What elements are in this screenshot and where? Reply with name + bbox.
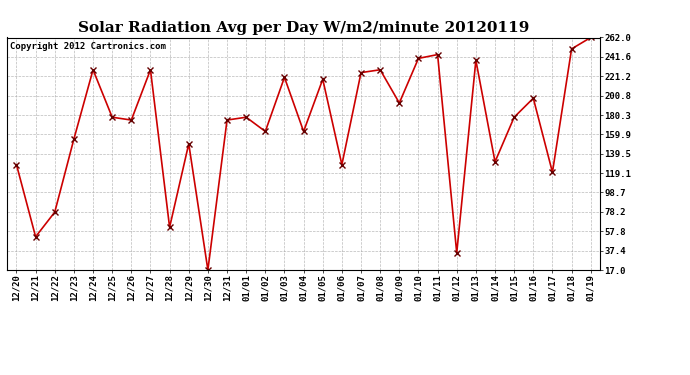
Text: Copyright 2012 Cartronics.com: Copyright 2012 Cartronics.com (10, 42, 166, 51)
Title: Solar Radiation Avg per Day W/m2/minute 20120119: Solar Radiation Avg per Day W/m2/minute … (78, 21, 529, 35)
